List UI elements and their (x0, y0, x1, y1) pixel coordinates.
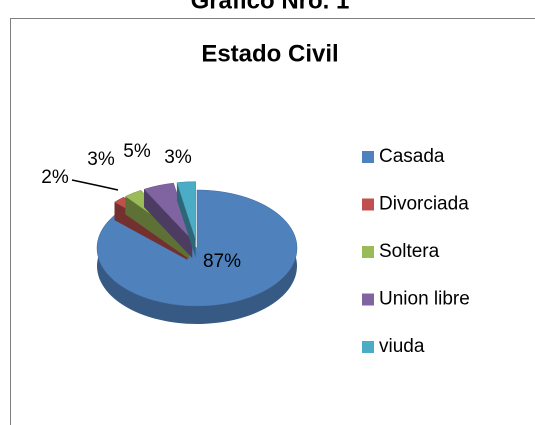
slice-top (96, 189, 298, 307)
data-label: 5% (123, 141, 151, 162)
legend-swatch (362, 293, 374, 306)
data-label: 3% (87, 149, 115, 170)
legend-swatch (362, 151, 374, 163)
page-title: Gráfico Nro. 1 (191, 0, 350, 14)
legend-swatch (362, 341, 374, 353)
slice-wall (176, 181, 196, 258)
slice-top (176, 181, 196, 240)
legend-label: Soltera (379, 241, 440, 262)
legend-swatch (362, 246, 374, 258)
pie-slice (143, 182, 193, 259)
chart-title: Estado Civil (201, 40, 338, 67)
data-label: 3% (164, 147, 192, 168)
leader-line (71, 179, 119, 191)
legend-label: Union libre (379, 289, 470, 310)
legend-swatch (362, 198, 374, 211)
pie-slice (176, 181, 196, 258)
slice-top (143, 182, 193, 241)
legend-label: viuda (379, 336, 425, 357)
data-label: 2% (41, 167, 69, 188)
legend-label: Casada (379, 146, 445, 167)
data-label: 87% (203, 251, 241, 272)
legend-label: Divorciada (379, 194, 469, 215)
slice-wall (144, 183, 193, 259)
